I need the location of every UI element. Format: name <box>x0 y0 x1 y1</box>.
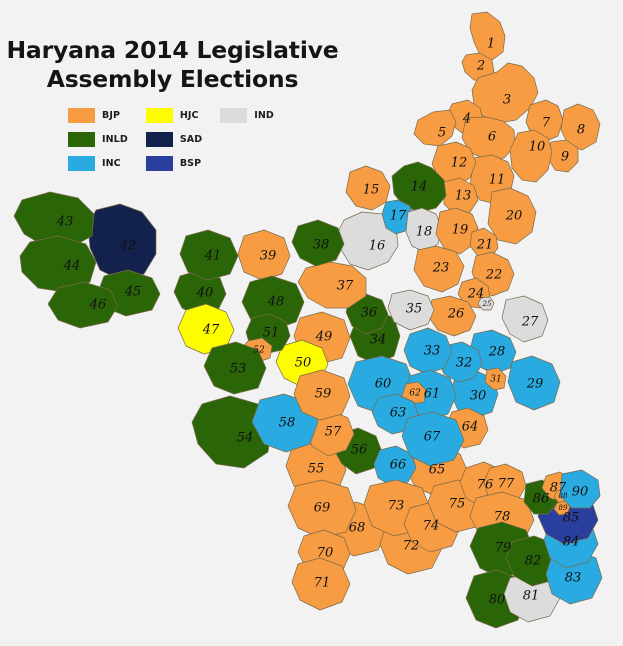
legend-swatch-ind <box>220 108 248 123</box>
legend-column-3: IND <box>220 108 274 123</box>
legend-label-bsp: BSP <box>179 158 202 169</box>
constituency-62[interactable] <box>401 381 427 405</box>
legend-item-ind[interactable]: IND <box>220 108 274 123</box>
constituency-53[interactable] <box>203 341 267 395</box>
legend-label-sad: SAD <box>179 134 203 145</box>
legend-label-hjc: HJC <box>179 110 199 121</box>
constituency-71[interactable] <box>291 557 351 611</box>
legend-label-ind: IND <box>254 110 274 121</box>
party-legend: BJP INLD INC HJC SAD BSP IND <box>68 108 274 171</box>
legend-swatch-inld <box>68 132 95 147</box>
constituency-8[interactable] <box>560 103 601 151</box>
constituency-12[interactable] <box>431 141 477 187</box>
legend-swatch-bjp <box>68 108 95 123</box>
legend-item-inld[interactable]: INLD <box>68 132 128 147</box>
constituency-13[interactable] <box>443 177 479 215</box>
constituency-67[interactable] <box>401 411 465 467</box>
legend-item-sad[interactable]: SAD <box>145 132 203 147</box>
constituency-31[interactable] <box>484 367 507 391</box>
legend-item-hjc[interactable]: HJC <box>145 108 202 123</box>
constituency-1[interactable] <box>469 11 506 61</box>
legend-column-1: BJP INLD INC <box>68 108 128 171</box>
constituency-69[interactable] <box>287 479 357 539</box>
legend-swatch-hjc <box>145 108 173 123</box>
constituency-20[interactable] <box>487 187 537 245</box>
constituency-36[interactable] <box>345 293 389 335</box>
legend-column-2: HJC SAD BSP <box>145 108 203 171</box>
constituency-23[interactable] <box>413 245 465 293</box>
constituency-33[interactable] <box>403 327 453 375</box>
constituency-27[interactable] <box>501 295 549 343</box>
constituency-35[interactable] <box>387 289 435 331</box>
constituency-59[interactable] <box>293 369 351 421</box>
constituency-29[interactable] <box>507 355 561 411</box>
constituency-39[interactable] <box>237 229 291 281</box>
constituency-10[interactable] <box>509 129 553 183</box>
legend-label-bjp: BJP <box>102 110 121 121</box>
constituency-18[interactable] <box>405 207 443 253</box>
legend-swatch-bsp <box>145 156 173 171</box>
constituency-26[interactable] <box>427 295 477 337</box>
legend-label-inld: INLD <box>102 134 128 145</box>
constituency-54[interactable] <box>191 395 273 469</box>
constituency-43[interactable] <box>13 191 95 249</box>
constituency-15[interactable] <box>345 165 391 211</box>
constituency-66[interactable] <box>373 445 417 487</box>
legend-swatch-sad <box>145 132 173 147</box>
constituency-42[interactable] <box>87 203 157 281</box>
legend-swatch-inc <box>68 156 95 171</box>
constituency-37[interactable] <box>297 261 367 309</box>
constituency-41[interactable] <box>179 229 239 281</box>
constituency-90[interactable] <box>559 469 601 509</box>
legend-item-bjp[interactable]: BJP <box>68 108 128 123</box>
regions-layer <box>13 11 603 629</box>
constituency-5[interactable] <box>413 109 457 147</box>
legend-label-inc: INC <box>102 158 121 169</box>
legend-item-bsp[interactable]: BSP <box>145 156 202 171</box>
constituency-9[interactable] <box>547 139 579 173</box>
legend-item-inc[interactable]: INC <box>68 156 128 171</box>
constituency-46[interactable] <box>47 281 119 329</box>
constituency-25[interactable] <box>477 296 495 311</box>
constituency-38[interactable] <box>291 219 345 267</box>
constituency-6[interactable] <box>461 116 516 161</box>
